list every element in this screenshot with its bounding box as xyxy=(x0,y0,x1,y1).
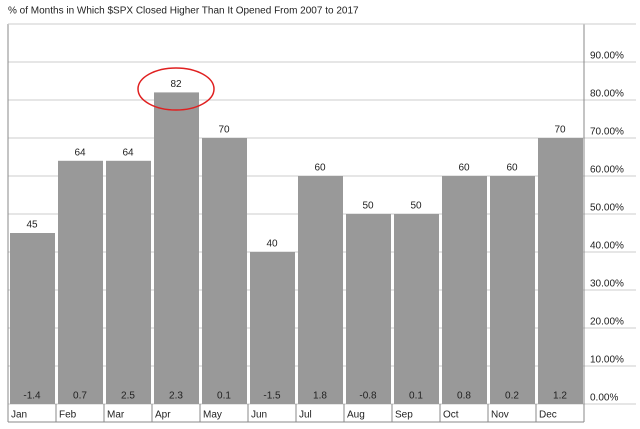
bar xyxy=(538,138,583,404)
y-tick-label: 80.00% xyxy=(590,89,624,100)
highlight-circle xyxy=(137,67,215,111)
x-tick-label: Oct xyxy=(443,410,459,421)
bottom-label: -0.8 xyxy=(359,391,377,402)
value-label: 60 xyxy=(458,163,470,174)
x-tick-label: Jan xyxy=(11,410,27,421)
bottom-label: 0.1 xyxy=(217,391,231,402)
bar xyxy=(10,233,55,404)
y-tick-label: 50.00% xyxy=(590,203,624,214)
value-label: 40 xyxy=(266,239,278,250)
x-tick-label: Aug xyxy=(347,410,365,421)
bar xyxy=(346,214,391,404)
bar xyxy=(490,176,535,404)
chart-title: % of Months in Which $SPX Closed Higher … xyxy=(8,6,359,17)
bar xyxy=(394,214,439,404)
y-tick-label: 20.00% xyxy=(590,317,624,328)
y-tick-label: 10.00% xyxy=(590,355,624,366)
bottom-label: 0.7 xyxy=(73,391,87,402)
bottom-label: 0.2 xyxy=(505,391,519,402)
bar xyxy=(154,92,199,405)
value-label: 82 xyxy=(170,79,182,90)
bottom-label: -1.5 xyxy=(263,391,281,402)
y-tick-label: 0.00% xyxy=(590,393,618,404)
y-tick-label: 60.00% xyxy=(590,165,624,176)
x-tick-label: Dec xyxy=(539,410,557,421)
bar xyxy=(298,176,343,404)
value-label: 70 xyxy=(218,125,230,136)
y-tick-label: 70.00% xyxy=(590,127,624,138)
bottom-label: 2.3 xyxy=(169,391,183,402)
bottom-label: -1.4 xyxy=(23,391,41,402)
bar xyxy=(442,176,487,404)
x-tick-label: Feb xyxy=(59,410,77,421)
x-tick-label: Jun xyxy=(251,410,267,421)
bar xyxy=(202,138,247,404)
bottom-label: 1.8 xyxy=(313,391,327,402)
x-tick-label: May xyxy=(203,410,222,421)
plot-area: 0.00% 10.00% 20.00% 30.00% 40.00% 50.00% 60.00… xyxy=(7,23,636,423)
bar xyxy=(58,160,103,404)
x-tick-label: Nov xyxy=(491,410,509,421)
y-tick-label: 90.00% xyxy=(590,51,624,62)
x-tick-label: Jul xyxy=(299,410,312,421)
x-tick-label: Mar xyxy=(107,410,125,421)
x-tick-label: Sep xyxy=(395,410,413,421)
bottom-label: 1.2 xyxy=(553,391,567,402)
bar xyxy=(106,160,151,404)
value-label: 45 xyxy=(26,220,38,231)
y-tick-label: 30.00% xyxy=(590,279,624,290)
value-label: 70 xyxy=(554,125,566,136)
bottom-label: 0.8 xyxy=(457,391,471,402)
value-label: 64 xyxy=(74,147,86,158)
bar xyxy=(250,252,295,404)
value-label: 50 xyxy=(410,201,422,212)
bottom-label: 2.5 xyxy=(121,391,135,402)
value-label: 60 xyxy=(314,163,326,174)
bottom-label: 0.1 xyxy=(409,391,423,402)
x-tick-label: Apr xyxy=(155,410,171,421)
value-label: 60 xyxy=(506,163,518,174)
value-label: 50 xyxy=(362,201,374,212)
value-label: 64 xyxy=(122,147,134,158)
y-tick-label: 40.00% xyxy=(590,241,624,252)
